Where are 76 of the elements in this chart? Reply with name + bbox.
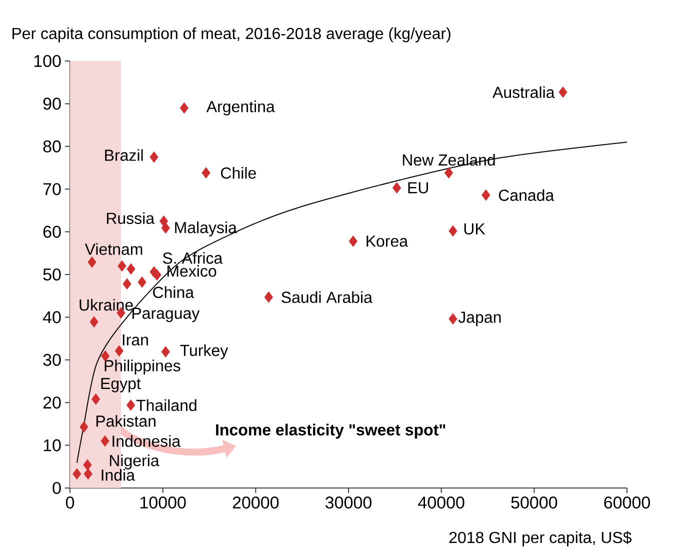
y-tick-label: 10 <box>44 439 61 452</box>
annotation: Mexico <box>168 265 216 277</box>
point <box>72 468 82 480</box>
x-tick-label: 30000 <box>326 496 372 509</box>
annotation: Russia <box>106 212 155 224</box>
x-tick-label: 50000 <box>511 496 558 509</box>
annotation: EU <box>408 182 428 194</box>
annotation: Philippines <box>104 360 180 375</box>
annotation: Malaysia <box>175 222 237 236</box>
x-tick-label: 0 <box>66 496 74 509</box>
x-tick-label: 40000 <box>418 496 464 509</box>
annotation: Iran <box>122 334 148 346</box>
y-tick-label: 20 <box>43 396 61 409</box>
y-tick-label: 50 <box>43 268 61 281</box>
point <box>392 182 402 194</box>
point <box>126 263 136 275</box>
y-tick-label: 90 <box>43 98 61 110</box>
point <box>83 459 92 471</box>
point <box>448 225 458 237</box>
annotation: UK <box>464 223 486 235</box>
y-tick-label: 100 <box>34 54 61 68</box>
annotation: China <box>153 286 194 298</box>
y-axis-title: Per capita consumption of meat, 2016-2018 average (kg/year) <box>12 27 450 42</box>
annotation: Australia <box>492 86 555 98</box>
point <box>348 235 358 247</box>
point <box>558 86 568 98</box>
point <box>118 260 126 272</box>
point <box>482 189 490 201</box>
y-tick-label: 40 <box>42 311 61 324</box>
y-tick-label: 0 <box>52 482 61 494</box>
x-tick-label: 20000 <box>232 496 279 509</box>
x-axis-title: 2018 GNI per capita, US$ <box>449 531 632 546</box>
annotation: Brazil <box>105 149 143 161</box>
point <box>80 421 88 433</box>
point <box>100 435 110 447</box>
annotation: Thailand <box>136 399 196 412</box>
point <box>444 167 454 179</box>
point <box>138 276 146 288</box>
annotation: India <box>102 469 135 481</box>
annotation: Argentina <box>206 100 275 116</box>
x-tick-label: 60000 <box>604 496 650 509</box>
annotation: Canada <box>498 189 554 201</box>
annotation: Korea <box>366 236 408 247</box>
annotation: Turkey <box>180 344 228 360</box>
annotation: Vietnam <box>84 243 142 255</box>
annotation: Nigeria <box>110 454 160 470</box>
annotation: Ukraine <box>80 298 133 311</box>
point <box>202 167 210 179</box>
annotation: Japan <box>458 312 501 326</box>
point <box>264 291 273 303</box>
annotation: Income elasticity "sweet spot" <box>216 424 446 439</box>
point <box>161 346 170 358</box>
point <box>88 256 96 268</box>
point <box>448 313 458 325</box>
y-tick-label: 60 <box>43 226 61 238</box>
point <box>90 316 98 328</box>
annotation: Indonesia <box>112 435 181 447</box>
annotation: New Zealand <box>402 154 495 166</box>
y-tick-label: 80 <box>43 140 61 152</box>
annotation: Chile <box>221 167 256 179</box>
x-tick-label: 10000 <box>140 496 186 509</box>
point <box>180 102 189 114</box>
annotation: Egypt <box>101 378 141 392</box>
point <box>126 399 136 411</box>
y-tick-label: 70 <box>43 183 61 196</box>
point <box>122 278 132 290</box>
annotation: Paraguay <box>132 308 200 322</box>
y-tick-label: 30 <box>43 354 61 366</box>
annotation: Saudi Arabia <box>282 291 372 304</box>
point <box>152 269 162 281</box>
point <box>161 222 170 234</box>
point <box>114 345 124 357</box>
point <box>84 468 92 480</box>
annotation: Pakistan <box>96 415 156 427</box>
point <box>150 151 158 163</box>
point <box>91 393 100 405</box>
